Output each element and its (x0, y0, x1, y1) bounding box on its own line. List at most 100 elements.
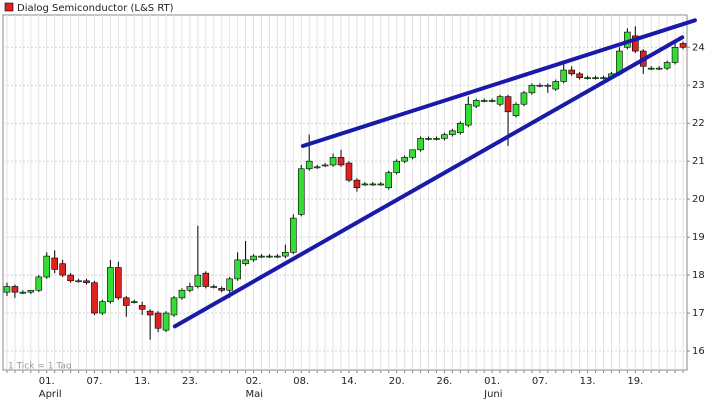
candle-body (520, 92, 528, 105)
candle-body (91, 282, 98, 314)
y-tick-label: 17 (692, 308, 705, 319)
candle-body (441, 134, 448, 139)
candle-body (671, 46, 679, 63)
y-tick-label: 23 (692, 80, 705, 91)
candle-body (297, 168, 305, 215)
candle-body (194, 274, 202, 287)
candle-body (234, 259, 241, 280)
x-tick-label: 14. (341, 376, 357, 387)
x-group-label: Mai (246, 389, 264, 400)
candle-body (512, 103, 520, 116)
candle-body (544, 84, 552, 87)
candle-body (313, 166, 321, 169)
candle-body (345, 162, 353, 181)
candle-body (369, 183, 377, 186)
candle-body (138, 305, 146, 310)
candle-body (409, 149, 416, 158)
candle-body (600, 77, 607, 79)
candle-body (528, 84, 536, 94)
candle-body (655, 67, 663, 70)
candle-body (464, 103, 472, 126)
candle-body (377, 183, 385, 186)
candle-body (290, 217, 297, 253)
candle-body (552, 81, 560, 90)
candle-body (560, 69, 568, 82)
candle-body (385, 172, 393, 189)
y-tick-label: 20 (692, 194, 705, 205)
candle-body (107, 267, 114, 302)
chart-title: Dialog Semiconductor (L&S RT) (17, 3, 174, 14)
x-tick-label: 13. (134, 376, 150, 387)
candle-body (504, 96, 512, 113)
candle-body (488, 100, 496, 102)
y-tick-label: 19 (692, 232, 705, 243)
candle-body (417, 138, 424, 151)
candle-body (480, 100, 488, 102)
candle-body (99, 301, 106, 314)
candle-body (146, 310, 154, 316)
y-tick-label: 16 (692, 346, 705, 357)
x-tick-label: 19. (627, 376, 643, 387)
candle-body (425, 138, 432, 140)
candle-body (75, 280, 82, 283)
candle-body (361, 183, 369, 186)
candle-body (449, 130, 456, 135)
candle-body (266, 255, 273, 258)
candle-body (11, 286, 19, 293)
candle-body (258, 255, 265, 258)
candle-body (202, 272, 210, 287)
candle-body (393, 160, 400, 173)
candle-body (472, 100, 480, 107)
candle-body (305, 160, 313, 170)
candle-body (679, 43, 687, 48)
candle-body (592, 77, 599, 79)
candle-body (67, 274, 74, 282)
candle-body (496, 96, 504, 105)
candle-body (457, 122, 464, 134)
candle-body (584, 77, 591, 79)
candle-body (170, 297, 178, 316)
candle-body (250, 255, 257, 261)
candle-body (274, 255, 281, 258)
candle-body (433, 138, 440, 140)
candle-body (353, 179, 361, 189)
candle-body (218, 288, 226, 291)
trendline (172, 35, 685, 329)
y-tick-label: 18 (692, 270, 705, 281)
tick-note: 1 Tick = 1 Tag (8, 362, 72, 372)
x-tick-label: 23. (182, 376, 198, 387)
x-tick-label: 13. (580, 376, 596, 387)
candle-body (282, 251, 289, 257)
candle-body (162, 312, 170, 331)
y-tick-label: 24 (692, 42, 705, 53)
candle-body (321, 164, 329, 167)
candle-body (647, 67, 655, 70)
candle-body (226, 278, 233, 291)
candle-body (210, 286, 218, 288)
candle-body (186, 286, 194, 291)
candle-body (35, 276, 43, 291)
y-tick-label: 21 (692, 156, 705, 167)
x-tick-label: 01. (484, 376, 500, 387)
candle-body (3, 286, 11, 293)
x-tick-label: 20. (389, 376, 405, 387)
candle-body (632, 35, 639, 52)
candle-body (115, 267, 122, 299)
candle-body (19, 291, 27, 294)
candle-body (568, 69, 575, 75)
x-group-label: April (39, 389, 62, 400)
candle-body (27, 289, 35, 293)
x-tick-label: 26. (436, 376, 452, 387)
x-tick-label: 02. (246, 376, 262, 387)
candle-body (154, 312, 162, 329)
y-tick-label: 22 (692, 118, 705, 129)
x-group-label: Juni (483, 389, 502, 400)
candle-body (401, 157, 408, 162)
x-tick-label: 07. (532, 376, 548, 387)
candle-body (83, 280, 90, 283)
candle-body (122, 297, 130, 306)
x-tick-label: 07. (87, 376, 103, 387)
candle-body (59, 263, 66, 276)
